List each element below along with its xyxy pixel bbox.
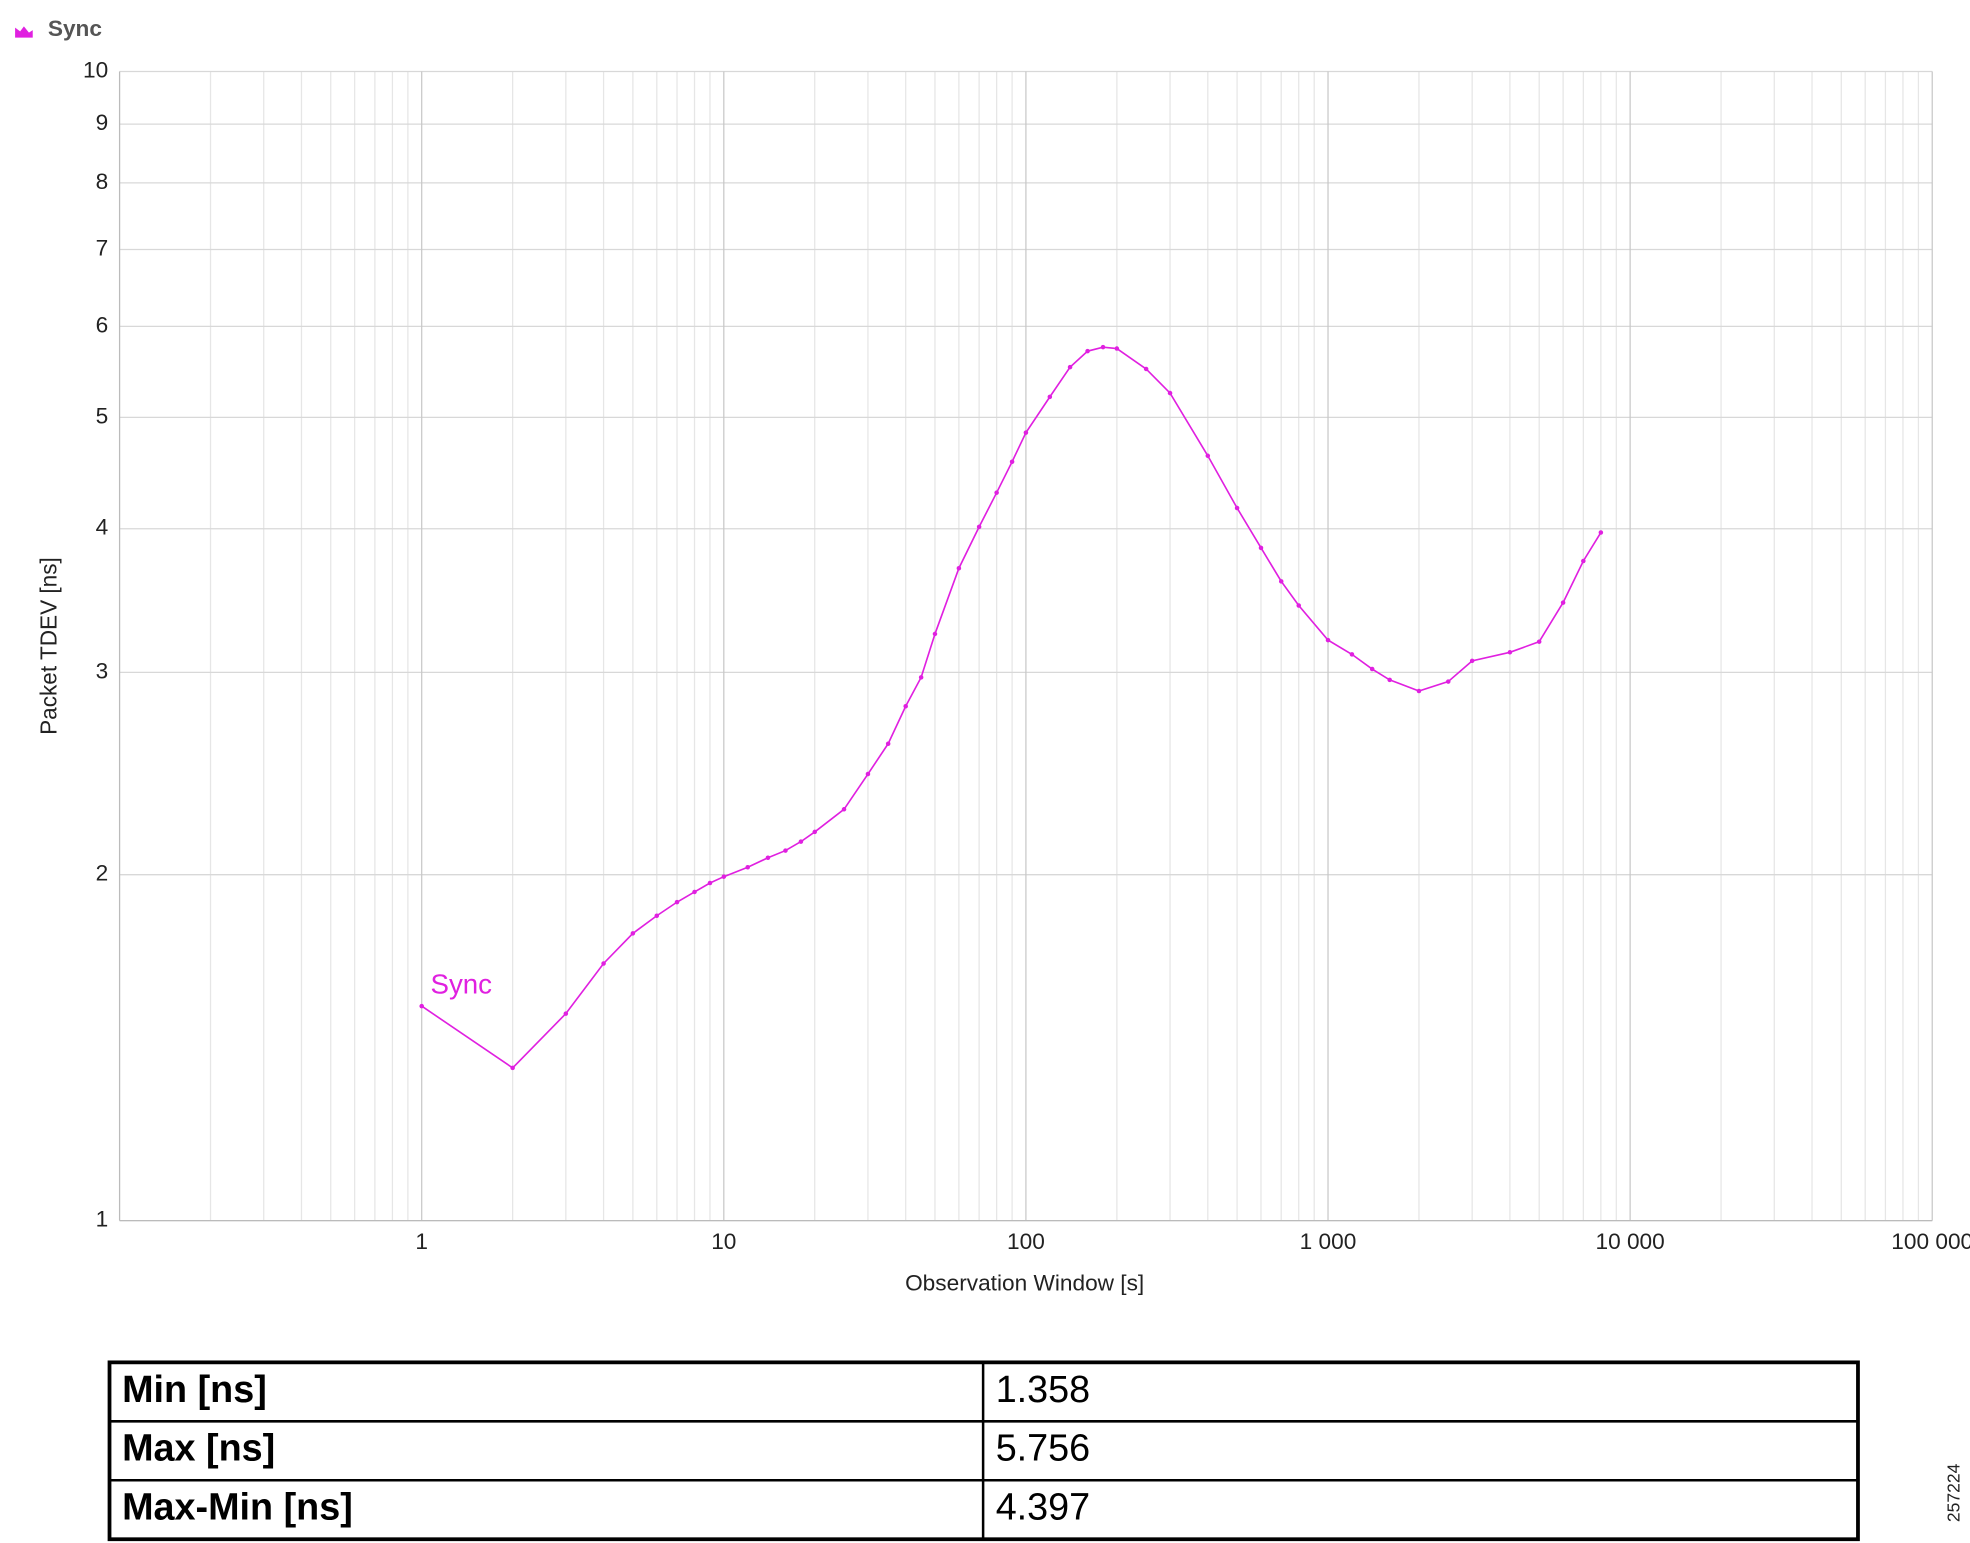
point [1258, 545, 1264, 551]
x-tick-label: 100 000 [1891, 1229, 1970, 1254]
series-line [421, 346, 1602, 1069]
point [1349, 652, 1355, 657]
point [918, 675, 924, 680]
point [1234, 505, 1240, 511]
point [674, 899, 680, 905]
point [601, 961, 606, 966]
table-value: 1.358 [996, 1368, 1090, 1410]
point [1469, 658, 1475, 664]
y-tick-label: 9 [96, 110, 109, 135]
point [783, 848, 788, 853]
point [994, 490, 999, 495]
x-tick-label: 100 [1007, 1229, 1045, 1254]
legend-icon [15, 26, 33, 38]
x-axis-label: Observation Window [s] [905, 1271, 1144, 1296]
y-tick-label: 3 [96, 658, 109, 683]
point [1536, 639, 1542, 644]
y-tick-label: 7 [96, 235, 109, 260]
point [932, 631, 938, 637]
point [841, 807, 847, 812]
point [765, 855, 771, 861]
figure-id: 257224 [1944, 1463, 1964, 1522]
point [1416, 688, 1422, 694]
point [1009, 459, 1015, 465]
table-label: Max-Min [ns] [122, 1486, 353, 1528]
series-label: Sync [431, 968, 493, 999]
point [707, 880, 713, 886]
point [1047, 394, 1053, 400]
y-axis-label: Packet TDEV [ns] [36, 557, 61, 735]
y-tick-label: 8 [96, 169, 109, 194]
table-label: Min [ns] [122, 1368, 267, 1410]
x-tick-label: 1 000 [1300, 1229, 1357, 1254]
point [1143, 366, 1149, 372]
point [1369, 666, 1375, 672]
point [885, 741, 891, 747]
table-value: 5.756 [996, 1427, 1090, 1469]
y-tick-label: 6 [96, 312, 109, 337]
point [1445, 679, 1451, 684]
point [1100, 344, 1106, 350]
point [812, 829, 818, 835]
point [865, 771, 871, 777]
x-tick-label: 10 000 [1595, 1229, 1664, 1254]
point [1581, 558, 1586, 564]
point [903, 703, 908, 709]
point [745, 865, 750, 870]
y-tick-label: 4 [96, 515, 109, 540]
point [563, 1011, 569, 1016]
y-tick-label: 1 [96, 1207, 109, 1232]
chart-title: Sync [48, 16, 102, 41]
point [1598, 530, 1604, 535]
point [1560, 600, 1566, 605]
point [1507, 650, 1513, 655]
y-tick-label: 5 [96, 403, 109, 428]
x-tick-label: 1 [415, 1229, 428, 1254]
point [1023, 430, 1029, 435]
table-value: 4.397 [996, 1486, 1090, 1528]
y-tick-label: 10 [83, 57, 108, 82]
x-tick-label: 10 [711, 1229, 736, 1254]
point [1205, 453, 1211, 459]
point [692, 889, 697, 895]
y-tick-label: 2 [96, 861, 109, 886]
plot: Sync [419, 344, 1604, 1071]
stats-table: Min [ns] 1.358 Max [ns] 5.756 Max-Min [ns] 4.… [107, 1360, 1860, 1542]
point [1085, 348, 1090, 354]
point [1387, 677, 1392, 683]
point [976, 524, 982, 530]
point [630, 931, 636, 936]
point [956, 565, 962, 571]
point [510, 1065, 515, 1071]
point [1278, 579, 1284, 584]
point [1296, 603, 1302, 608]
point [419, 1003, 424, 1009]
table-label: Max [ns] [122, 1427, 275, 1469]
point [1114, 346, 1120, 351]
grid: 1 2 3 4 5 6 7 8 9 10 1 10 100 1 000 10 000 100 000 [83, 57, 1970, 1254]
point [1325, 637, 1331, 643]
point [721, 874, 727, 879]
point [1067, 364, 1073, 370]
point [1167, 390, 1173, 396]
point [654, 913, 660, 919]
point [798, 839, 804, 844]
